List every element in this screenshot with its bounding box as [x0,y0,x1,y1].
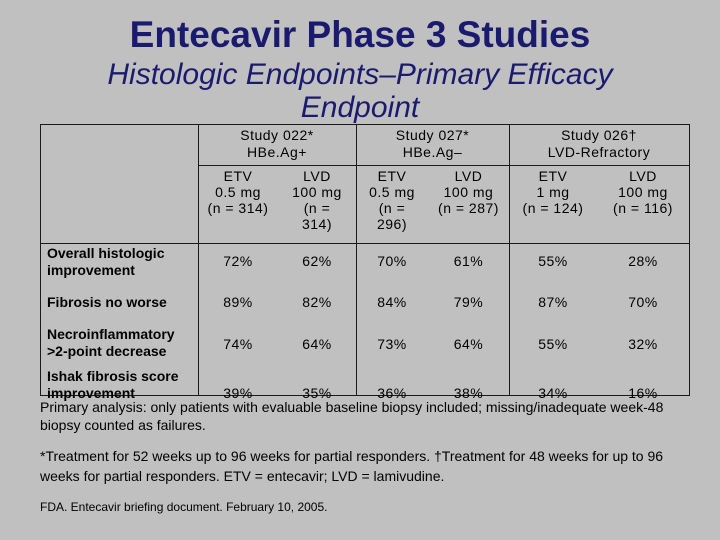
arm-dose: 0.5 mg [369,184,415,200]
source-citation: FDA. Entecavir briefing document. Februa… [40,500,328,514]
table-cell: 32% [628,336,658,352]
arm-n: (n = 314) [301,200,333,232]
table-cell: 62% [302,253,332,269]
footnote-biopsy: Primary analysis: only patients with eva… [40,399,664,433]
arm-dose: 100 mg [443,184,494,200]
row-label-ishak: Ishak fibrosis score improvement [47,368,179,401]
row-label-overall-histologic: Overall histologic improvement [47,245,165,278]
table-cell: 36% [377,385,407,401]
arm-dose: 100 mg [292,184,342,200]
slide-subtitle: Histologic Endpoints–Primary Efficacy En… [107,58,613,124]
group-study: Study 026† [561,127,637,143]
results-table: Study 022* HBe.Ag+ Study 027* HBe.Ag– St… [40,124,690,401]
table-cell: 84% [377,294,407,310]
table-cell: 61% [453,253,484,269]
table-cell: 55% [538,336,568,352]
arm-drug: ETV [223,168,253,184]
table-cell: 34% [538,385,568,401]
group-population: HBe.Ag+ [247,144,307,160]
group-header-026: Study 026† LVD-Refractory [509,127,689,161]
slide-title: Entecavir Phase 3 Studies [129,14,591,55]
group-population: LVD-Refractory [547,144,651,160]
table-cell: 28% [628,253,658,269]
table-cell: 64% [453,336,484,352]
row-label-necroinflammatory: Necroinflammatory >2-point decrease [47,326,197,360]
arm-dose: 1 mg [536,184,570,200]
group-study: Study 022* [240,127,314,143]
group-study: Study 027* [395,127,470,143]
table-cell: 79% [453,294,484,310]
table-cell: 39% [223,385,253,401]
arm-header: LVD 100 mg (n = 314) [278,168,356,232]
table-cell: 87% [538,294,568,310]
arm-n: (n = 116) [613,200,673,216]
arm-n: (n = 314) [207,200,269,216]
table-cell: 70% [628,294,658,310]
table-cell: 55% [538,253,568,269]
group-population: HBe.Ag– [402,144,463,160]
arm-header: ETV 0.5 mg (n = 314) [198,168,278,216]
arm-header: ETV 1 mg (n = 124) [509,168,597,216]
table-cell: 16% [628,385,658,401]
table-cell: 82% [302,294,332,310]
table-cell: 35% [302,385,332,401]
arm-drug: LVD [303,168,331,184]
arm-n: (n = 287) [438,200,499,216]
footnote-treatment: *Treatment for 52 weeks up to 96 weeks f… [40,448,664,484]
row-label-fibrosis: Fibrosis no worse [47,294,167,310]
arm-drug: ETV [538,168,568,184]
arm-drug: LVD [629,168,657,184]
arm-n: (n = 296) [376,200,408,232]
table-cell: 74% [223,336,253,352]
arm-n: (n = 124) [522,200,584,216]
arm-dose: 0.5 mg [215,184,261,200]
arm-header: LVD 100 mg (n = 116) [597,168,689,216]
row-label-text: Necroinflammatory >2-point decrease [47,326,175,359]
arm-header: LVD 100 mg (n = 287) [428,168,509,216]
arm-header: ETV 0.5 mg (n = 296) [356,168,428,232]
table-cell: 70% [377,253,407,269]
arm-drug: ETV [377,168,407,184]
arm-dose: 100 mg [618,184,668,200]
table-cell: 64% [302,336,332,352]
table-cell: 73% [377,336,407,352]
group-header-027: Study 027* HBe.Ag– [356,127,509,161]
table-cell: 38% [453,385,484,401]
arm-drug: LVD [454,168,483,184]
group-header-022: Study 022* HBe.Ag+ [198,127,356,161]
table-cell: 72% [223,253,253,269]
table-cell: 89% [223,294,253,310]
